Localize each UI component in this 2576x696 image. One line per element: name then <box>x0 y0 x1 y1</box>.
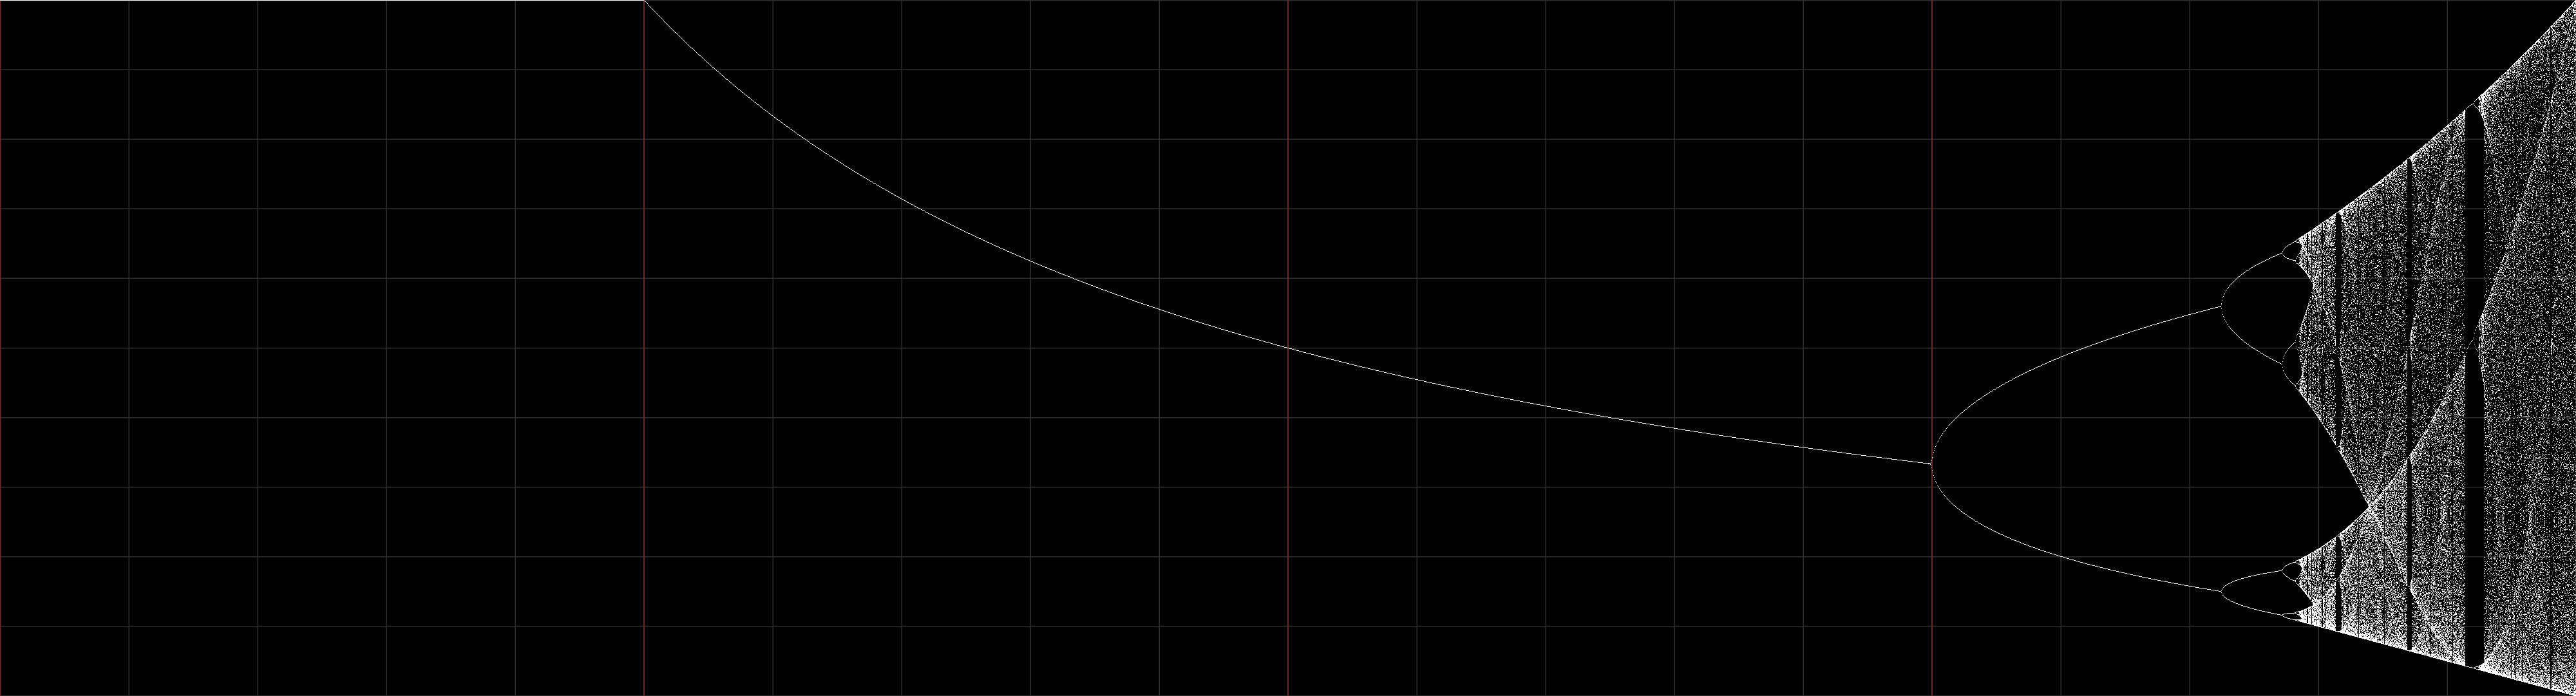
orbit-points <box>0 0 2576 696</box>
chart <box>0 0 2576 696</box>
page: (() => { const data = JSON.parse(documen… <box>0 0 2576 696</box>
